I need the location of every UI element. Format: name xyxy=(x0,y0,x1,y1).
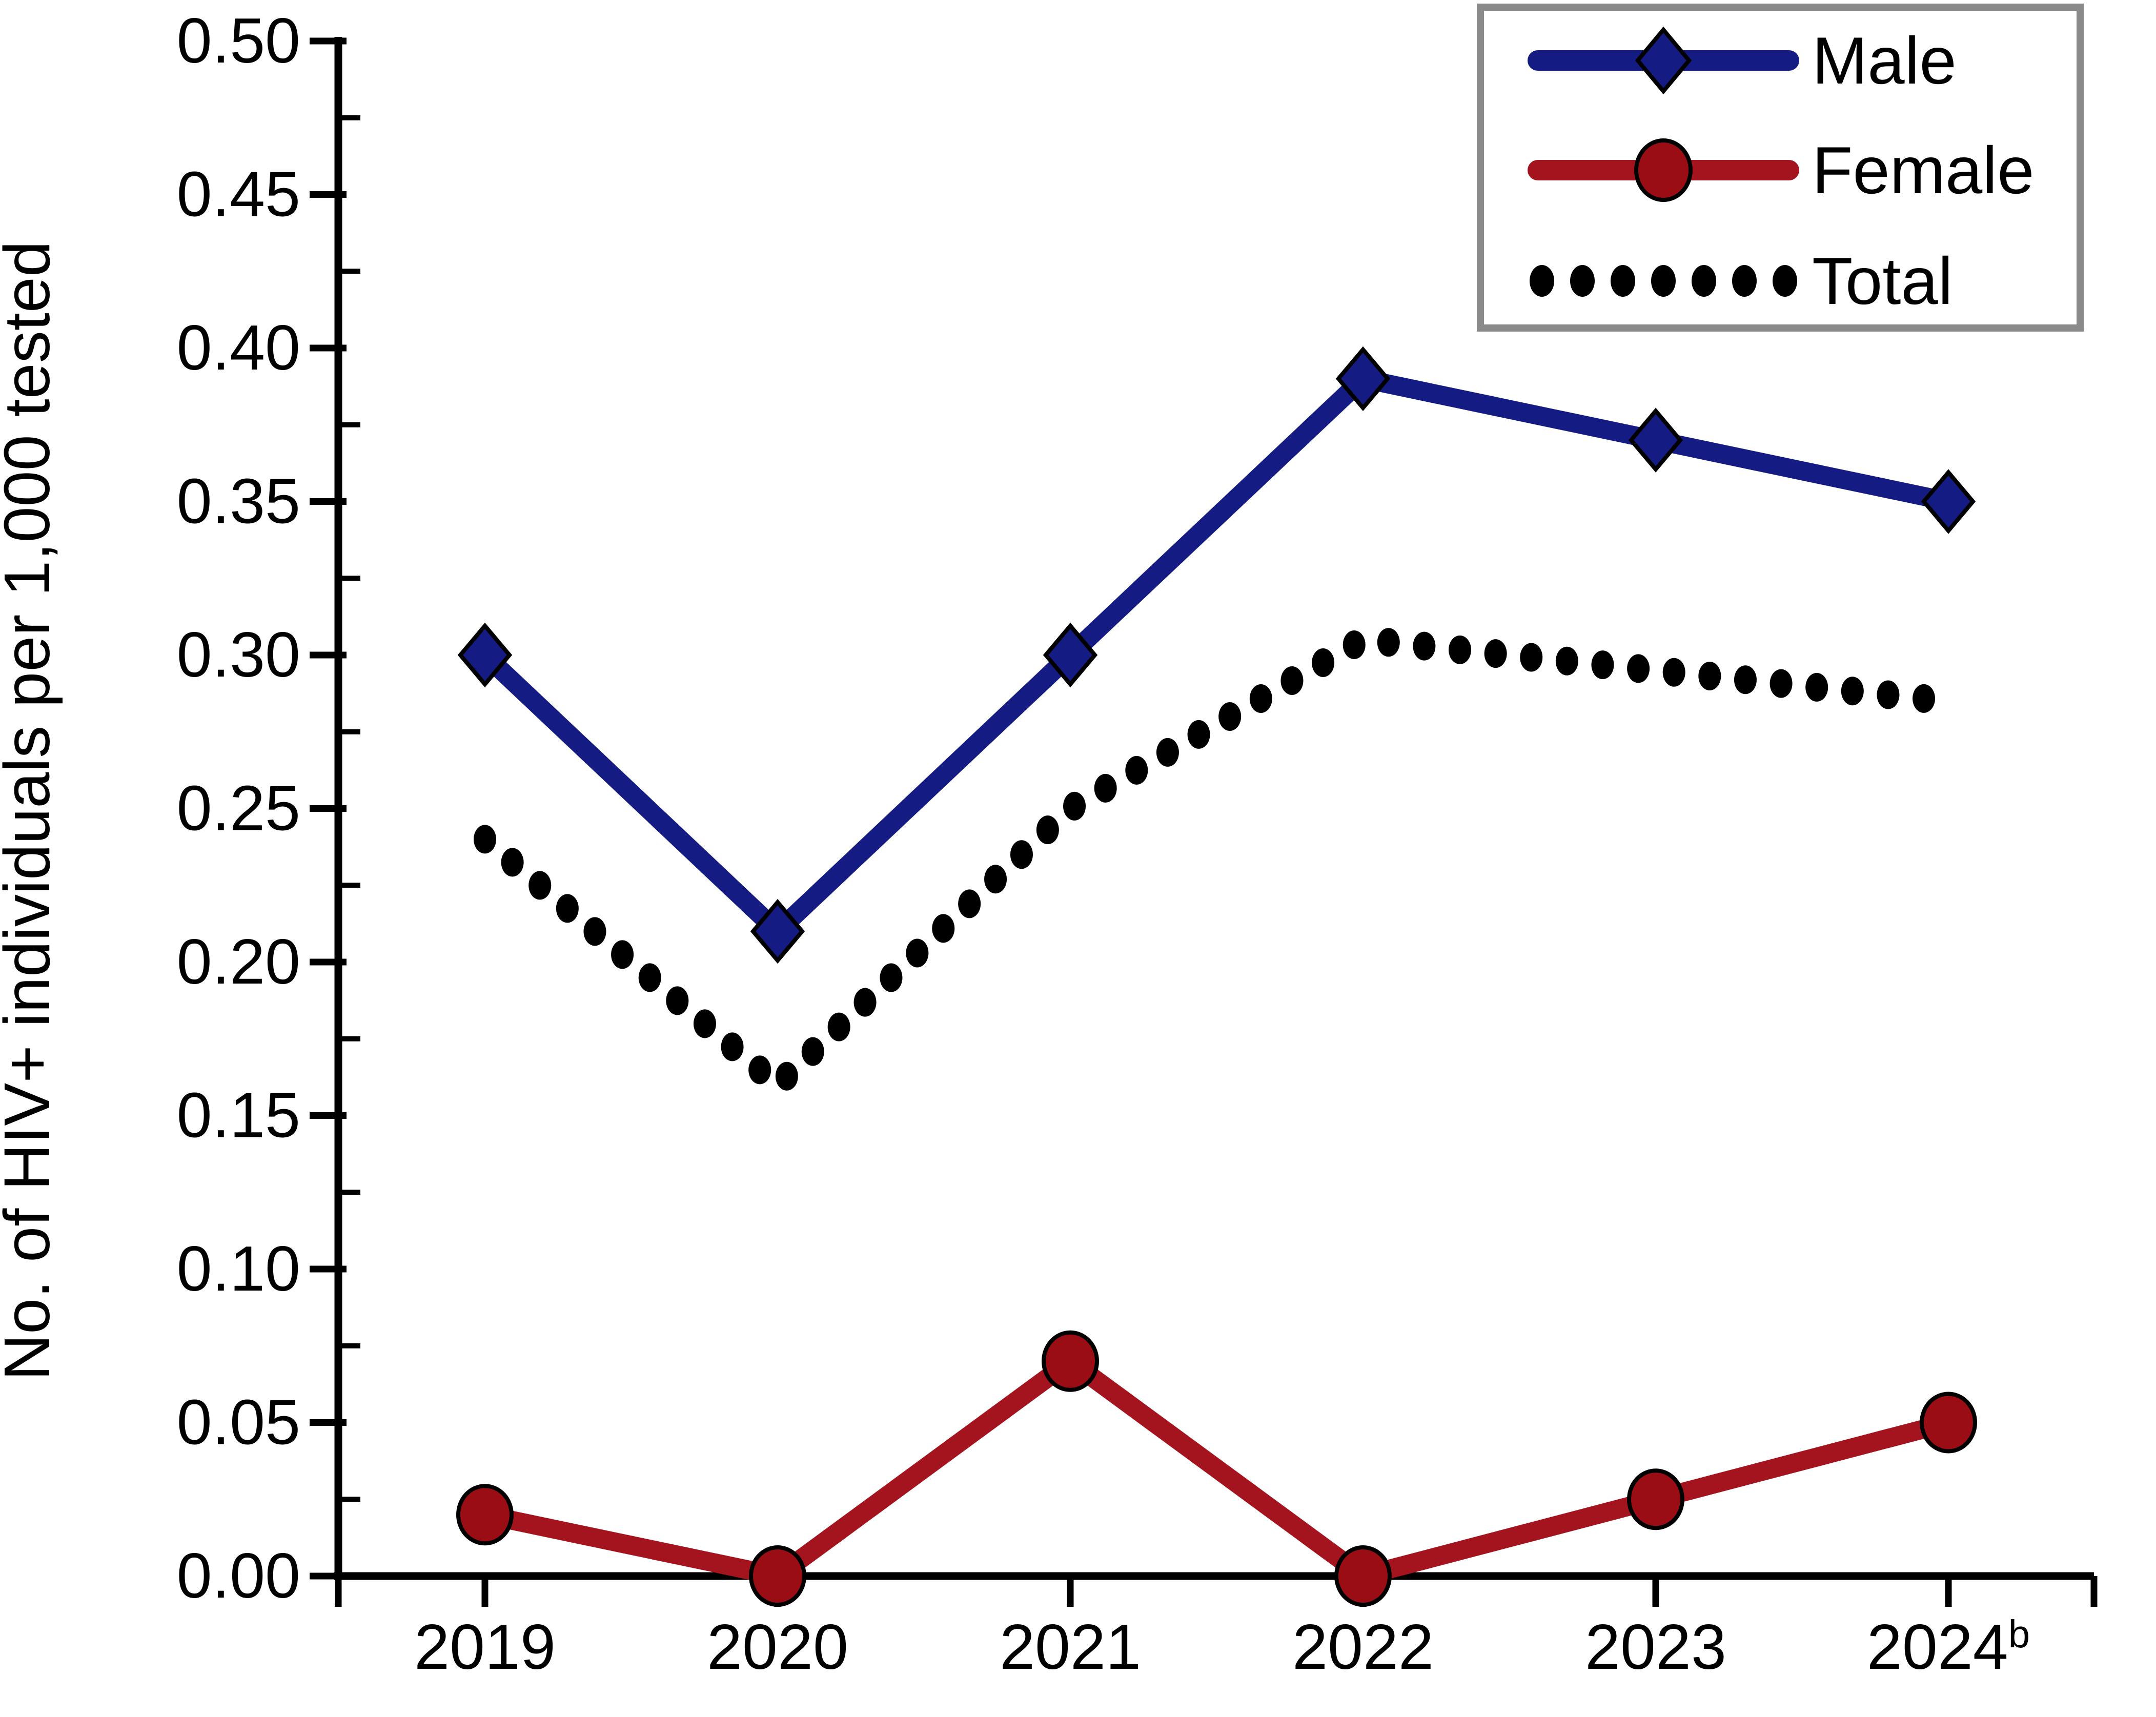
legend-total-dot xyxy=(1692,265,1716,297)
x-tick-label: 2020 xyxy=(707,1612,848,1683)
y-tick-label: 0.20 xyxy=(177,927,300,997)
y-tick-label: 0.10 xyxy=(177,1234,300,1304)
legend-total-dot xyxy=(1773,265,1797,297)
y-tick-label: 0.50 xyxy=(177,6,300,76)
legend-label-male: Male xyxy=(1812,23,1957,98)
legend-total-dot xyxy=(1530,265,1554,297)
male-data-marker xyxy=(750,898,805,964)
legend-label-total: Total xyxy=(1812,243,1953,318)
total-series-dot xyxy=(556,894,579,923)
total-series-dot xyxy=(721,1032,744,1061)
y-tick-label: 0.45 xyxy=(177,159,300,230)
total-series-dot xyxy=(1156,738,1179,767)
total-series-dot xyxy=(583,917,606,946)
x-tick-label: 2024b xyxy=(1867,1612,2030,1683)
total-series-dot xyxy=(1010,840,1033,869)
total-series-dot xyxy=(984,865,1007,894)
y-tick-label: 0.25 xyxy=(177,773,300,844)
legend-glyphs xyxy=(1528,26,1799,297)
total-series-dot xyxy=(1218,702,1242,731)
total-series-dot xyxy=(1769,669,1793,698)
total-series-dot xyxy=(1520,643,1543,672)
x-tick-label: 2019 xyxy=(414,1612,556,1683)
legend: Male Female Total xyxy=(1477,4,2084,332)
total-series-dot xyxy=(1187,720,1210,749)
y-tick-label: 0.35 xyxy=(177,466,300,537)
total-series-dot xyxy=(1312,648,1335,677)
legend-label-female: Female xyxy=(1812,133,2034,208)
total-series-dot xyxy=(853,988,877,1017)
total-series-dot xyxy=(528,871,552,900)
legend-total-dot xyxy=(1732,265,1757,297)
total-series-dot xyxy=(1734,665,1757,694)
legend-female-marker xyxy=(1634,138,1693,202)
female-data-marker xyxy=(1334,1545,1392,1607)
female-data-marker xyxy=(456,1484,514,1546)
x-tick-label: 2021 xyxy=(1000,1612,1141,1683)
female-data-marker xyxy=(1042,1330,1099,1392)
male-data-marker xyxy=(457,622,513,688)
total-series-dot xyxy=(1063,791,1086,821)
total-series-dot xyxy=(827,1012,850,1041)
male-data-marker xyxy=(1043,622,1098,688)
total-series-dot xyxy=(880,963,903,992)
male-series-line xyxy=(478,368,1950,945)
male-data-marker xyxy=(1335,346,1391,412)
total-series-dot xyxy=(1125,755,1148,785)
y-tick-label: 0.00 xyxy=(177,1541,300,1611)
total-series-dot xyxy=(1555,646,1578,676)
x-tick-label: 2022 xyxy=(1292,1612,1434,1683)
y-tick-label: 0.30 xyxy=(177,620,300,690)
female-data-marker xyxy=(1627,1468,1684,1530)
female-data-marker xyxy=(1920,1392,1977,1454)
legend-male-marker xyxy=(1635,26,1692,95)
y-tick-label: 0.40 xyxy=(177,313,300,383)
total-series-dot xyxy=(748,1055,771,1085)
total-series-dot xyxy=(1484,639,1507,668)
total-series-dot xyxy=(1591,650,1614,680)
y-axis-title: No. of HIV+ individuals per 1,000 tested xyxy=(0,241,63,1381)
x-tick-label: 2023 xyxy=(1585,1612,1726,1683)
total-series-dot xyxy=(1913,684,1936,713)
total-series-dot xyxy=(1449,635,1472,664)
total-series-dot xyxy=(693,1009,716,1038)
total-series-dot xyxy=(1662,658,1685,687)
plot-area: 0.00 0.05 0.10 0.15 0.20 0.25 0.30 0.35 0.40 0.45… xyxy=(177,6,2098,1683)
total-series-dot xyxy=(1627,654,1650,683)
legend-total-dot xyxy=(1570,265,1595,297)
legend-total-dot xyxy=(1611,265,1635,297)
total-series-dot xyxy=(474,825,496,854)
total-series-dot xyxy=(638,963,661,992)
total-series-dot xyxy=(1036,815,1059,845)
male-data-marker xyxy=(1628,407,1683,473)
total-series-dot xyxy=(1094,773,1117,803)
total-series-dot xyxy=(958,889,981,918)
total-series-dot xyxy=(906,938,929,968)
total-series-dot xyxy=(775,1061,798,1091)
total-series-dot xyxy=(801,1037,824,1066)
total-series-dot xyxy=(1280,666,1304,695)
total-series-dot xyxy=(1877,680,1900,709)
male-data-marker xyxy=(1921,469,1976,534)
total-series-dot xyxy=(1249,684,1272,713)
female-data-marker xyxy=(749,1545,806,1607)
total-series-dot xyxy=(501,848,524,877)
female-series-line xyxy=(483,1349,1951,1587)
y-tick-label: 0.15 xyxy=(177,1080,300,1151)
total-series-dot xyxy=(611,940,634,969)
legend-total-dot xyxy=(1651,265,1676,297)
total-series-dot xyxy=(1805,672,1828,702)
y-tick-label: 0.05 xyxy=(177,1387,300,1458)
total-series-dot xyxy=(1698,662,1721,691)
total-series-dot xyxy=(1841,677,1864,706)
total-series-dot xyxy=(666,986,689,1015)
total-series-dot xyxy=(1377,628,1400,657)
total-series-dot xyxy=(1343,630,1366,660)
x-label-superscript: b xyxy=(2008,1612,2030,1656)
total-series-dot xyxy=(1413,631,1436,661)
total-series-dot xyxy=(932,914,955,943)
